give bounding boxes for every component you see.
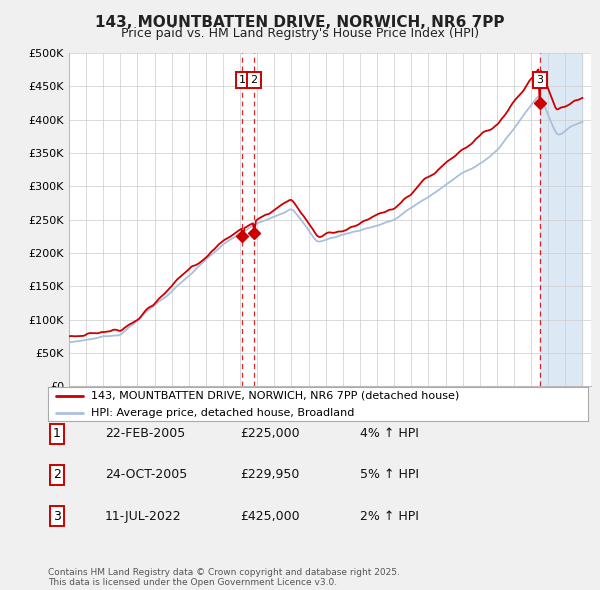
- Text: 11-JUL-2022: 11-JUL-2022: [105, 510, 182, 523]
- Text: £225,000: £225,000: [240, 427, 299, 440]
- Text: HPI: Average price, detached house, Broadland: HPI: Average price, detached house, Broa…: [91, 408, 355, 418]
- Text: 4% ↑ HPI: 4% ↑ HPI: [360, 427, 419, 440]
- Text: 2: 2: [53, 468, 61, 481]
- Text: 3: 3: [536, 75, 544, 85]
- Text: 3: 3: [53, 510, 61, 523]
- Text: £425,000: £425,000: [240, 510, 299, 523]
- Text: 2% ↑ HPI: 2% ↑ HPI: [360, 510, 419, 523]
- Text: 5% ↑ HPI: 5% ↑ HPI: [360, 468, 419, 481]
- Text: 143, MOUNTBATTEN DRIVE, NORWICH, NR6 7PP (detached house): 143, MOUNTBATTEN DRIVE, NORWICH, NR6 7PP…: [91, 391, 460, 401]
- Text: £229,950: £229,950: [240, 468, 299, 481]
- Text: 2: 2: [250, 75, 257, 85]
- Text: 24-OCT-2005: 24-OCT-2005: [105, 468, 187, 481]
- Text: 22-FEB-2005: 22-FEB-2005: [105, 427, 185, 440]
- Text: Price paid vs. HM Land Registry's House Price Index (HPI): Price paid vs. HM Land Registry's House …: [121, 27, 479, 40]
- Bar: [540, 53, 583, 386]
- Text: 1: 1: [239, 75, 246, 85]
- Text: 1: 1: [53, 427, 61, 440]
- Text: 143, MOUNTBATTEN DRIVE, NORWICH, NR6 7PP: 143, MOUNTBATTEN DRIVE, NORWICH, NR6 7PP: [95, 15, 505, 30]
- Text: Contains HM Land Registry data © Crown copyright and database right 2025.
This d: Contains HM Land Registry data © Crown c…: [48, 568, 400, 587]
